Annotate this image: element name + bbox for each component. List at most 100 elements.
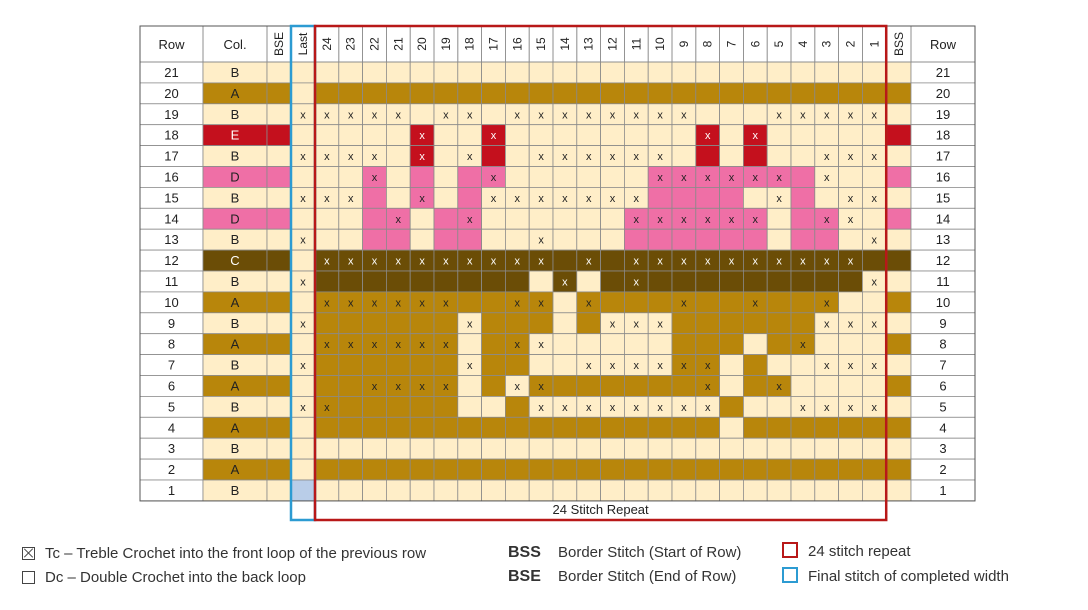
stitch-cell [362, 479, 387, 502]
stitch-cell [790, 270, 816, 293]
last-stitch-cell [290, 291, 316, 314]
stitch-cell [862, 82, 887, 105]
stitch-cell [862, 291, 887, 314]
stitch-cell [600, 458, 625, 481]
stitch-cell [624, 458, 649, 481]
treble-crochet-mark: x [372, 172, 378, 184]
stitch-cell [671, 312, 697, 335]
stitch-cell [647, 479, 673, 502]
stitch-cell [338, 479, 363, 502]
stitch-cell [647, 186, 673, 209]
treble-crochet-mark: x [515, 339, 521, 351]
stitch-cell [743, 479, 768, 502]
stitch-cell [314, 354, 340, 376]
stitch-cell [600, 207, 625, 230]
stitch-cell [624, 61, 649, 84]
treble-crochet-mark: x [348, 256, 354, 268]
stitch-cell [719, 82, 744, 105]
header-stitch-number: 13 [582, 37, 596, 51]
stitch-cell [433, 124, 459, 146]
stitch-cell [504, 61, 530, 84]
stitch-cell [385, 166, 411, 188]
treble-crochet-mark: x [515, 109, 521, 121]
treble-crochet-mark: x [848, 360, 854, 372]
treble-crochet-mark: x [491, 172, 497, 184]
stitch-cell [409, 61, 435, 84]
stitch-cell [695, 228, 720, 251]
treble-crochet-mark: x [872, 360, 878, 372]
treble-crochet-mark: x [657, 214, 663, 226]
stitch-cell [600, 291, 625, 314]
treble-crochet-mark: x [681, 256, 687, 268]
treble-crochet-mark: x [419, 297, 425, 309]
stitch-cell [504, 416, 530, 439]
treble-crochet-mark: x [419, 381, 425, 393]
stitch-cell [838, 166, 863, 188]
treble-crochet-mark: x [657, 109, 663, 121]
stitch-cell [766, 145, 792, 167]
stitch-cell [338, 312, 363, 335]
header-stitch-number: 8 [701, 40, 715, 47]
stitch-cell [504, 124, 530, 146]
stitch-cell [862, 458, 887, 481]
treble-crochet-mark: x [848, 402, 854, 414]
stitch-cell [790, 145, 816, 167]
treble-crochet-mark: x [872, 276, 878, 288]
legend-tc: Tc – Treble Crochet into the front loop … [22, 545, 426, 562]
stitch-cell [766, 61, 792, 84]
stitch-cell [362, 82, 387, 105]
stitch-cell [838, 61, 863, 84]
stitch-cell [624, 291, 649, 314]
stitch-cell [600, 228, 625, 251]
treble-crochet-mark: x [538, 381, 544, 393]
color-letter: B [231, 190, 240, 205]
treble-crochet-mark: x [753, 172, 759, 184]
stitch-cell [385, 186, 411, 209]
color-letter: A [231, 337, 240, 352]
treble-crochet-mark: x [467, 360, 473, 372]
stitch-cell [385, 82, 411, 105]
stitch-cell [695, 437, 720, 460]
stitch-cell [790, 354, 816, 376]
row-number: 6 [168, 378, 175, 393]
color-letter: A [231, 420, 240, 435]
stitch-cell [552, 249, 578, 272]
stitch-cell [314, 61, 340, 84]
bse-cell [266, 228, 292, 251]
row-number: 21 [164, 65, 178, 80]
treble-crochet-mark: x [610, 151, 616, 163]
stitch-cell [338, 166, 363, 188]
color-letter: A [231, 86, 240, 101]
stitch-cell [719, 458, 744, 481]
stitch-cell [433, 82, 459, 105]
stitch-cell [719, 312, 744, 335]
stitch-cell [314, 228, 340, 251]
stitch-cell [457, 479, 482, 502]
stitch-cell [862, 375, 887, 397]
row-number: 17 [164, 149, 178, 164]
treble-crochet-mark: x [324, 151, 330, 163]
stitch-cell [457, 375, 482, 397]
header-stitch-number: 18 [463, 37, 477, 51]
stitch-cell [338, 458, 363, 481]
stitch-cell [385, 270, 411, 293]
stitch-cell [838, 228, 863, 251]
row-number-right: 19 [936, 107, 950, 122]
stitch-cell [338, 354, 363, 376]
stitch-cell [481, 228, 506, 251]
stitch-cell [743, 312, 768, 335]
stitch-cell [719, 124, 744, 146]
treble-crochet-mark: x [872, 193, 878, 205]
header-stitch-number: 4 [796, 40, 810, 47]
legend-repeat: 24 stitch repeat [782, 542, 911, 560]
header-stitch-number: 22 [368, 37, 382, 51]
treble-crochet-mark: x [634, 214, 640, 226]
stitch-cell [481, 145, 506, 167]
stitch-cell [385, 61, 411, 84]
stitch-cell [457, 228, 482, 251]
bse-cell [266, 437, 292, 460]
treble-crochet-mark: x [419, 256, 425, 268]
stitch-cell [790, 291, 816, 314]
stitch-cell [504, 228, 530, 251]
bss-cell [886, 249, 912, 272]
